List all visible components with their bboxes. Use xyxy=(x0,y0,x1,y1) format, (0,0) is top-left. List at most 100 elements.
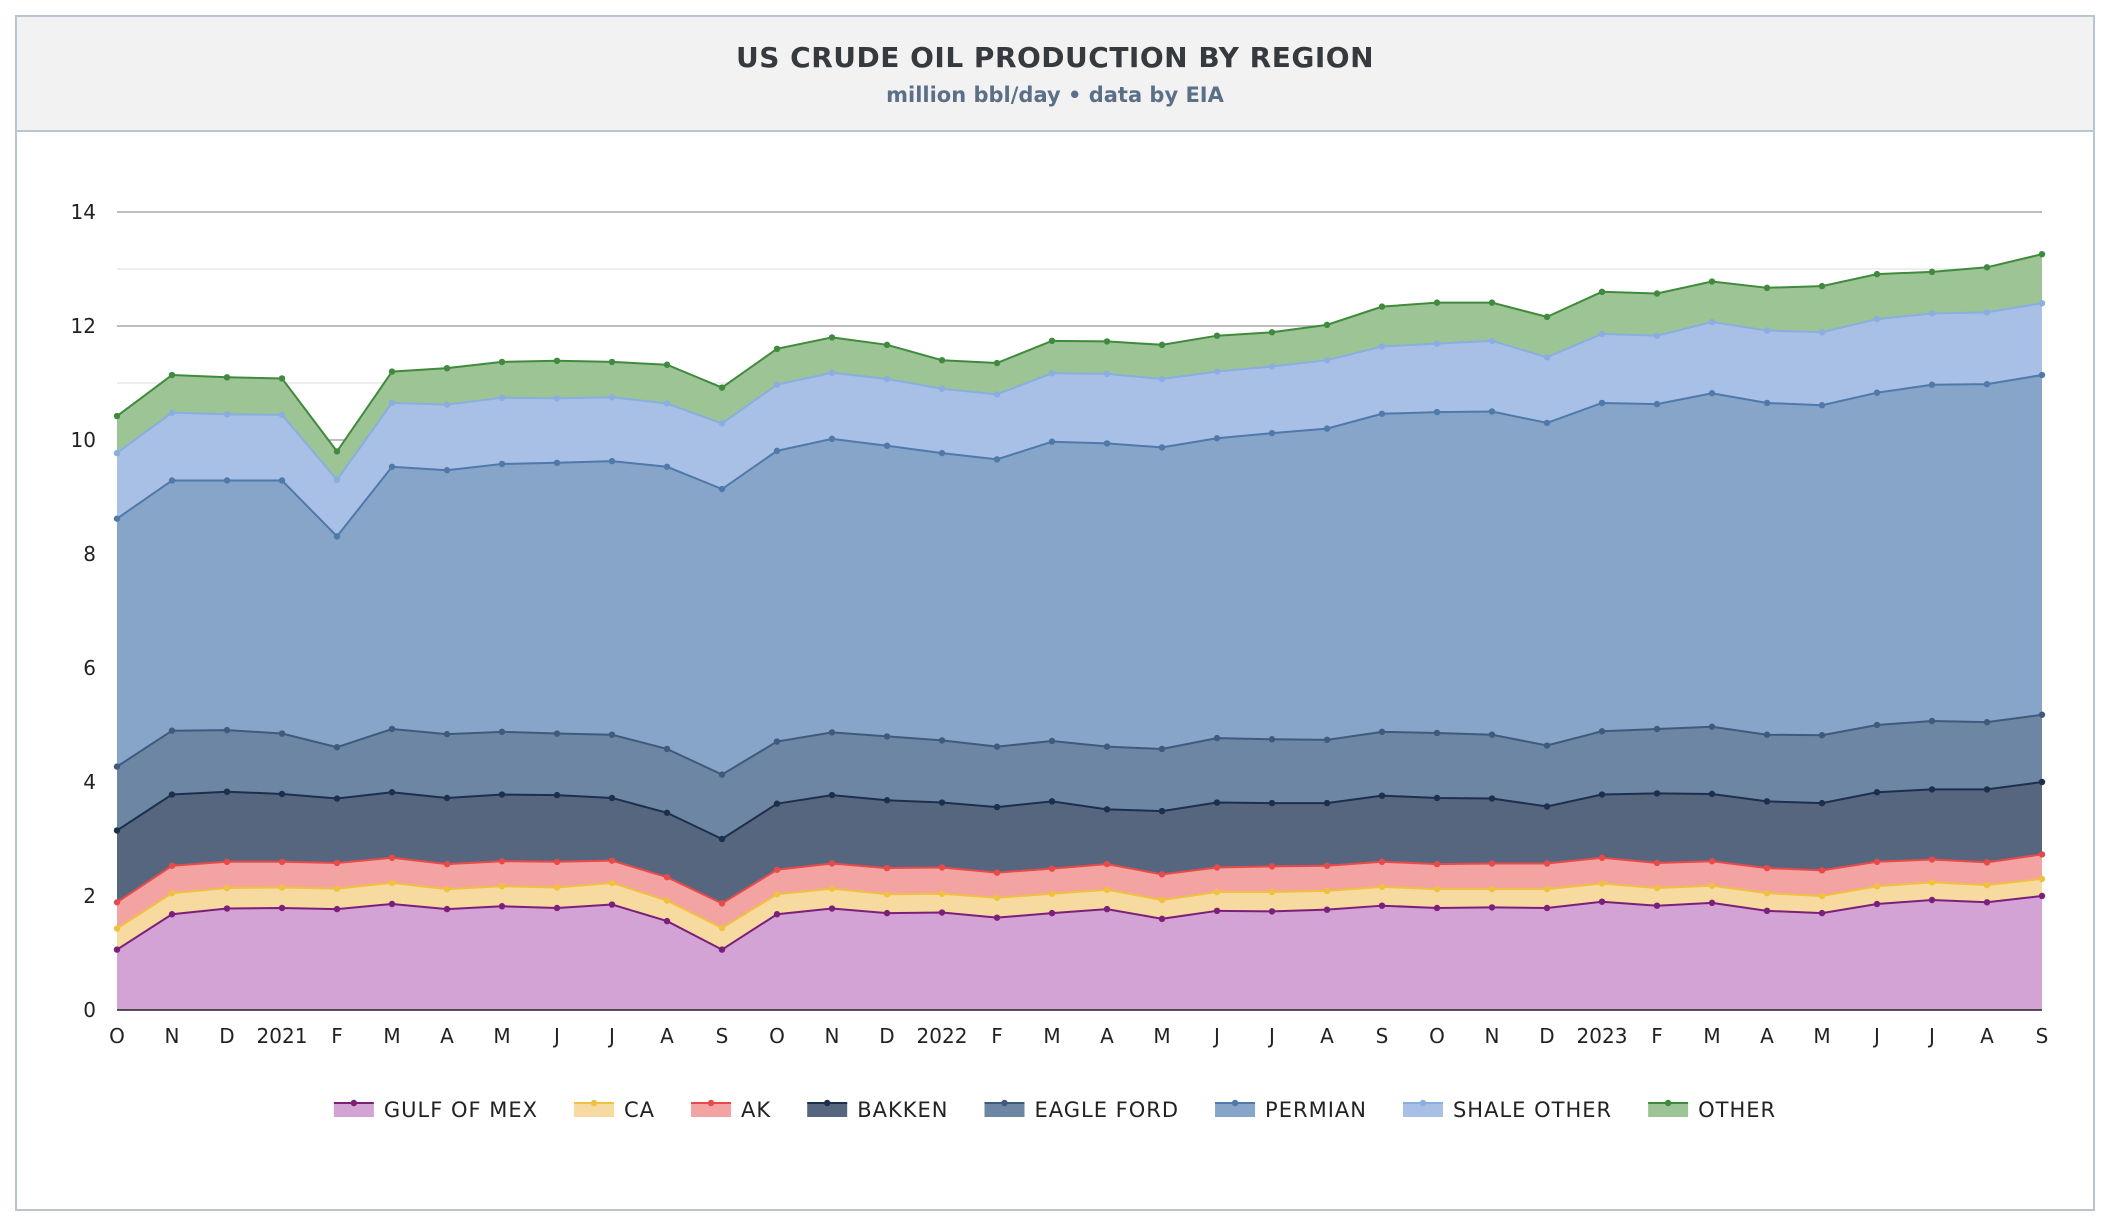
point-permian xyxy=(223,477,231,484)
point-bakken xyxy=(1048,798,1056,805)
point-shale-other xyxy=(388,399,396,407)
point-permian xyxy=(1873,389,1881,396)
point-ak xyxy=(1763,864,1771,872)
y-tick-label: 2 xyxy=(83,884,96,908)
point-other xyxy=(993,359,1001,367)
point-shale-other xyxy=(828,369,836,376)
legend-swatch-permian xyxy=(1215,1103,1256,1117)
point-ca xyxy=(1598,880,1606,887)
legend-item: AK xyxy=(691,1098,770,1122)
legend-swatch-ak xyxy=(691,1103,732,1117)
point-shale-other xyxy=(333,476,341,484)
x-tick-label: S xyxy=(716,1024,729,1048)
x-tick-label: A xyxy=(1320,1024,1334,1048)
point-eagle-ford xyxy=(1433,729,1441,737)
x-tick-label: J xyxy=(1267,1024,1275,1048)
y-tick-label: 8 xyxy=(83,542,96,566)
point-shale-other xyxy=(1433,340,1441,347)
point-gulf-of-mex xyxy=(1433,904,1441,912)
point-bakken xyxy=(113,827,121,834)
point-gulf-of-mex xyxy=(498,903,506,910)
point-ca xyxy=(1213,888,1221,896)
point-bakken xyxy=(773,800,781,807)
point-bakken xyxy=(938,799,946,806)
point-ak xyxy=(1158,871,1166,878)
point-ak xyxy=(718,900,726,907)
point-shale-other xyxy=(1983,309,1991,316)
x-tick-label: O xyxy=(1429,1024,1445,1048)
x-tick-label: M xyxy=(1813,1024,1830,1048)
point-ak xyxy=(1653,859,1661,867)
point-bakken xyxy=(1433,794,1441,802)
point-ak xyxy=(1268,863,1276,870)
point-ca xyxy=(1873,883,1881,890)
point-permian xyxy=(388,463,396,470)
y-tick-label: 12 xyxy=(71,314,96,338)
point-ca xyxy=(1763,889,1771,897)
point-eagle-ford xyxy=(113,763,121,770)
area-ca xyxy=(117,878,2042,950)
point-permian xyxy=(1268,429,1276,437)
point-ak xyxy=(663,873,671,881)
point-ak xyxy=(883,864,891,872)
point-bakken xyxy=(993,803,1001,811)
point-bakken xyxy=(1378,792,1386,799)
point-gulf-of-mex xyxy=(718,946,726,953)
legend-item: OTHER xyxy=(1648,1098,1775,1122)
point-gulf-of-mex xyxy=(388,900,396,908)
point-other xyxy=(883,341,891,349)
point-bakken xyxy=(1543,803,1551,810)
x-tick-label: A xyxy=(660,1024,674,1048)
point-ca xyxy=(113,925,121,932)
point-other xyxy=(1708,278,1716,285)
y-tick-label: 14 xyxy=(71,200,96,224)
point-ca xyxy=(1323,887,1331,895)
point-gulf-of-mex xyxy=(1488,904,1496,911)
point-permian xyxy=(1048,438,1056,445)
point-permian xyxy=(2038,371,2046,379)
x-tick-label: J xyxy=(1872,1024,1880,1048)
point-other xyxy=(1048,337,1056,345)
point-gulf-of-mex xyxy=(828,905,836,912)
point-shale-other xyxy=(498,394,506,402)
x-tick-label: D xyxy=(219,1024,234,1048)
point-ca xyxy=(1543,885,1551,893)
legend-marker-shale-other xyxy=(1419,1099,1427,1107)
area-eagle-ford xyxy=(117,714,2042,839)
point-permian xyxy=(1708,390,1716,397)
point-other xyxy=(828,334,836,341)
legend-item: GULF OF MEX xyxy=(333,1098,537,1122)
point-permian xyxy=(1928,381,1936,388)
point-permian xyxy=(1763,399,1771,407)
point-ca xyxy=(388,879,396,887)
x-tick-label: J xyxy=(552,1024,560,1048)
point-eagle-ford xyxy=(333,744,341,751)
legend-label-ca: CA xyxy=(624,1098,655,1122)
point-bakken xyxy=(1598,791,1606,798)
point-ca xyxy=(443,885,451,893)
point-bakken xyxy=(1213,799,1221,806)
point-gulf-of-mex xyxy=(883,909,891,917)
line-shale-other xyxy=(116,302,2043,482)
point-gulf-of-mex xyxy=(1213,907,1221,915)
legend-marker-bakken xyxy=(823,1099,831,1107)
line-other xyxy=(116,253,2043,454)
point-ak xyxy=(333,859,341,867)
point-bakken xyxy=(278,790,286,798)
point-ak xyxy=(1708,858,1716,865)
point-gulf-of-mex xyxy=(1598,898,1606,905)
point-other xyxy=(1323,321,1331,329)
legend-item: PERMIAN xyxy=(1215,1098,1366,1122)
y-tick-label: 6 xyxy=(83,656,96,680)
point-ca xyxy=(498,883,506,890)
series-lines xyxy=(116,253,2043,951)
point-other xyxy=(663,361,671,368)
point-ca xyxy=(883,891,891,898)
point-eagle-ford xyxy=(608,731,616,738)
point-ak xyxy=(1488,860,1496,867)
line-eagle-ford xyxy=(116,713,2043,776)
point-shale-other xyxy=(553,395,561,402)
x-tick-label: O xyxy=(109,1024,125,1048)
point-other xyxy=(2038,250,2046,258)
